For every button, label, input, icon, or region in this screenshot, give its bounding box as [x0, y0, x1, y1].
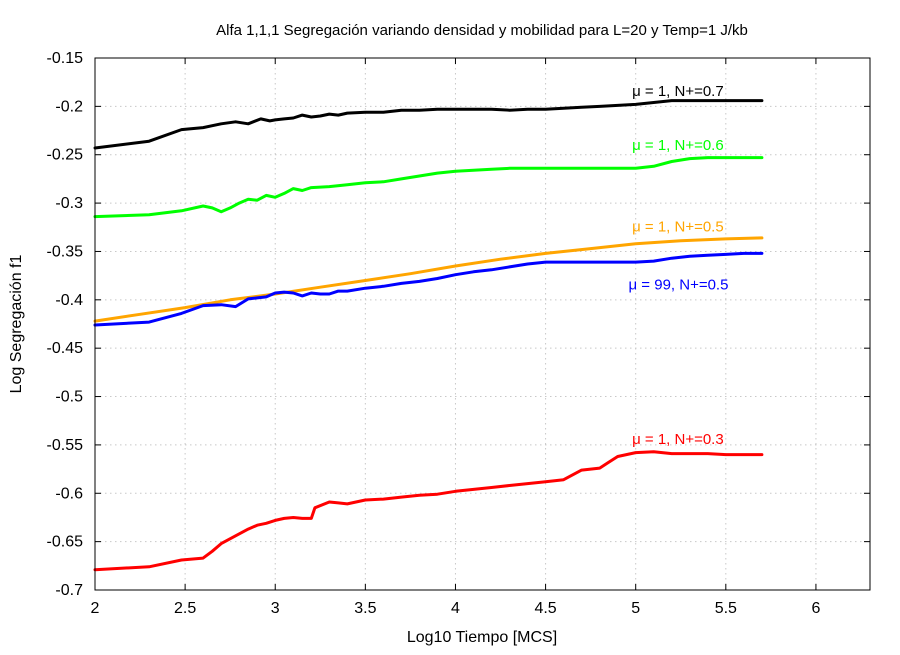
tick-layer: 2 2.5 3 3.5 4 4.5 5 5.5 6 -0.15 -0.2 -0.25 -0.3 -0.35… [47, 50, 870, 617]
series-label-0: μ = 1, N+=0.7 [632, 83, 724, 100]
y-tick-label-6: -0.45 [47, 340, 84, 357]
y-tick-label-9: -0.6 [55, 485, 83, 502]
series-label-2: μ = 1, N+=0.5 [632, 218, 724, 235]
annotation-layer: μ = 1, N+=0.7 μ = 1, N+=0.6 μ = 1, N+=0.5 μ… [628, 83, 728, 448]
y-axis-label: Log Segregación f1 [8, 255, 25, 394]
y-tick-label-10: -0.65 [47, 534, 84, 551]
y-tick-label-3: -0.3 [55, 195, 83, 212]
y-tick-label-5: -0.4 [55, 292, 83, 309]
x-tick-label-1: 2.5 [174, 600, 196, 617]
y-tick-label-7: -0.5 [55, 389, 83, 406]
series-layer [93, 99, 764, 572]
series-label-3: μ = 99, N+=0.5 [628, 276, 728, 293]
x-tick-label-6: 5 [631, 600, 640, 617]
x-tick-label-8: 6 [811, 600, 820, 617]
x-tick-label-2: 3 [271, 600, 280, 617]
x-axis-label: Log10 Tiempo [MCS] [407, 629, 557, 646]
series-line-3 [93, 251, 764, 327]
plot-frame [94, 57, 871, 591]
series-label-4: μ = 1, N+=0.3 [632, 431, 724, 448]
series-line-0 [93, 99, 764, 150]
chart-title: Alfa 1,1,1 Segregación variando densidad… [216, 22, 748, 39]
x-tick-label-0: 2 [91, 600, 100, 617]
y-tick-label-4: -0.35 [47, 243, 84, 260]
x-tick-label-7: 5.5 [715, 600, 737, 617]
series-line-4 [93, 450, 764, 572]
x-tick-label-5: 4.5 [534, 600, 556, 617]
series-line-2 [93, 236, 764, 323]
grid-layer [95, 58, 870, 590]
y-tick-label-0: -0.15 [47, 50, 84, 67]
y-tick-label-8: -0.55 [47, 437, 84, 454]
x-tick-label-3: 3.5 [354, 600, 376, 617]
y-tick-label-11: -0.7 [55, 582, 83, 599]
y-tick-label-1: -0.2 [55, 98, 83, 115]
series-label-1: μ = 1, N+=0.6 [632, 137, 724, 154]
series-line-1 [93, 156, 764, 219]
x-tick-label-4: 4 [451, 600, 460, 617]
y-tick-label-2: -0.25 [47, 147, 84, 164]
